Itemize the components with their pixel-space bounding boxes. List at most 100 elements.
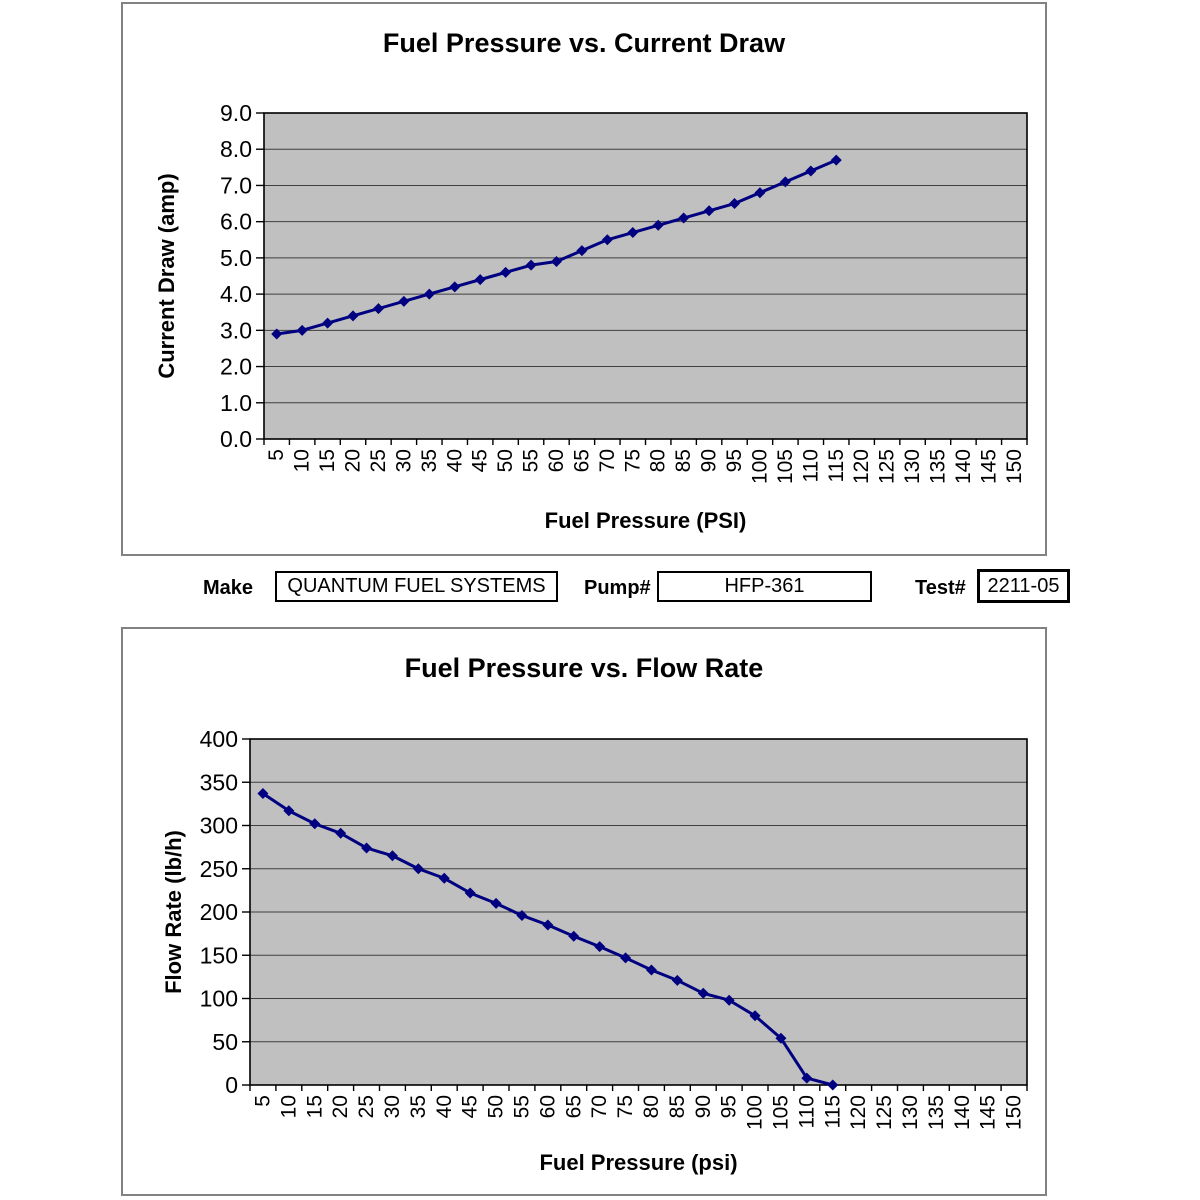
svg-text:20: 20 (329, 1095, 352, 1118)
svg-text:85: 85 (672, 449, 695, 472)
svg-text:0.0: 0.0 (220, 426, 252, 452)
svg-text:95: 95 (723, 449, 746, 472)
svg-text:20: 20 (342, 449, 365, 472)
svg-text:1.0: 1.0 (220, 390, 252, 416)
svg-text:8.0: 8.0 (220, 136, 252, 162)
svg-text:85: 85 (666, 1095, 689, 1118)
svg-text:60: 60 (545, 449, 568, 472)
make-field-value[interactable]: QUANTUM FUEL SYSTEMS (275, 571, 558, 602)
svg-text:75: 75 (614, 1095, 637, 1118)
data-point (827, 1079, 839, 1091)
svg-text:100: 100 (200, 986, 238, 1012)
svg-text:0: 0 (225, 1072, 238, 1098)
data-point (464, 887, 476, 899)
svg-text:300: 300 (200, 813, 238, 839)
data-point (645, 964, 657, 976)
axis-ticks (256, 112, 1028, 445)
x-axis-tick-labels: 5 10 15 20 25 30 35 40 45 50 55 60 65 70 75 80 85 90 95 100… (251, 1095, 1025, 1130)
data-point-markers (271, 154, 842, 340)
svg-text:50: 50 (494, 449, 517, 472)
svg-text:9.0: 9.0 (220, 100, 252, 126)
data-point (830, 154, 842, 166)
svg-text:125: 125 (873, 1095, 896, 1130)
svg-text:100: 100 (744, 1095, 767, 1130)
pump-number-field-label: Pump# (584, 577, 651, 599)
svg-text:140: 140 (951, 1095, 974, 1130)
gridlines (264, 112, 1027, 440)
svg-text:45: 45 (459, 1095, 482, 1118)
data-point (490, 897, 502, 909)
data-point (449, 281, 461, 293)
svg-text:145: 145 (977, 1095, 1000, 1130)
data-point (678, 212, 690, 224)
data-point (671, 974, 683, 986)
data-point (257, 787, 269, 799)
svg-text:50: 50 (485, 1095, 508, 1118)
make-field-label: Make (203, 577, 254, 599)
svg-text:6.0: 6.0 (220, 209, 252, 235)
current-draw-x-axis-title: Fuel Pressure (PSI) (544, 508, 747, 533)
svg-text:80: 80 (647, 449, 670, 472)
plot-border (249, 738, 1028, 1086)
svg-text:40: 40 (443, 449, 466, 472)
svg-text:45: 45 (469, 449, 492, 472)
svg-text:70: 70 (596, 449, 619, 472)
svg-text:130: 130 (901, 449, 924, 484)
flow-rate-chart-title: Fuel Pressure vs. Flow Rate (404, 653, 764, 683)
svg-text:5.0: 5.0 (220, 245, 252, 271)
svg-text:105: 105 (769, 1095, 792, 1130)
svg-text:120: 120 (847, 1095, 870, 1130)
data-point (568, 930, 580, 942)
svg-text:65: 65 (570, 449, 593, 472)
svg-text:3.0: 3.0 (220, 317, 252, 343)
svg-text:90: 90 (692, 1095, 715, 1118)
svg-text:55: 55 (520, 449, 543, 472)
svg-text:350: 350 (200, 769, 238, 795)
svg-text:50: 50 (212, 1029, 238, 1055)
y-axis-tick-labels: 0 50 100 150 200 250 300 350 400 (200, 726, 238, 1098)
data-point (775, 1032, 787, 1044)
data-point (296, 324, 308, 336)
svg-text:35: 35 (407, 1095, 430, 1118)
data-point (801, 1072, 813, 1084)
svg-text:25: 25 (367, 449, 390, 472)
data-point (576, 245, 588, 257)
svg-text:75: 75 (621, 449, 644, 472)
axis-ticks (242, 738, 1028, 1091)
data-point (601, 234, 613, 246)
data-point (697, 987, 709, 999)
svg-text:145: 145 (977, 449, 1000, 484)
svg-text:150: 150 (1003, 1095, 1026, 1130)
data-point (550, 256, 562, 268)
svg-text:140: 140 (952, 449, 975, 484)
data-point (474, 274, 486, 286)
data-point (271, 328, 283, 340)
data-point (438, 872, 450, 884)
x-axis-tick-labels: 5 10 15 20 25 30 35 40 45 50 55 60 65 70 75 80 85 90 95 100… (265, 449, 1026, 484)
flow-rate-x-axis-title: Fuel Pressure (psi) (539, 1150, 738, 1175)
flow-rate-plot-area: 0 50 100 150 200 250 300 350 400 5 10 15 20 25 30 35 40 4… (200, 726, 1028, 1130)
data-point (652, 219, 664, 231)
data-point (779, 176, 791, 188)
data-point (729, 198, 741, 210)
current-draw-chart-title: Fuel Pressure vs. Current Draw (382, 28, 786, 58)
data-point (335, 827, 347, 839)
data-point (361, 842, 373, 854)
data-point (423, 288, 435, 300)
svg-text:2.0: 2.0 (220, 354, 252, 380)
data-point (372, 303, 384, 315)
svg-text:115: 115 (825, 449, 848, 482)
svg-text:110: 110 (799, 449, 822, 482)
test-number-field-value[interactable]: 2211-05 (977, 569, 1070, 603)
svg-text:115: 115 (821, 1095, 844, 1128)
svg-text:130: 130 (899, 1095, 922, 1130)
plot-border (263, 112, 1028, 440)
current-draw-plot-area: 0.01.02.03.04.05.06.07.08.09.05 10 15 20 25 3… (220, 100, 1028, 484)
svg-text:135: 135 (925, 1095, 948, 1130)
svg-text:35: 35 (418, 449, 441, 472)
data-point (322, 317, 334, 329)
pump-number-field-value[interactable]: HFP-361 (657, 571, 872, 602)
svg-text:70: 70 (588, 1095, 611, 1118)
svg-text:15: 15 (303, 1095, 326, 1118)
